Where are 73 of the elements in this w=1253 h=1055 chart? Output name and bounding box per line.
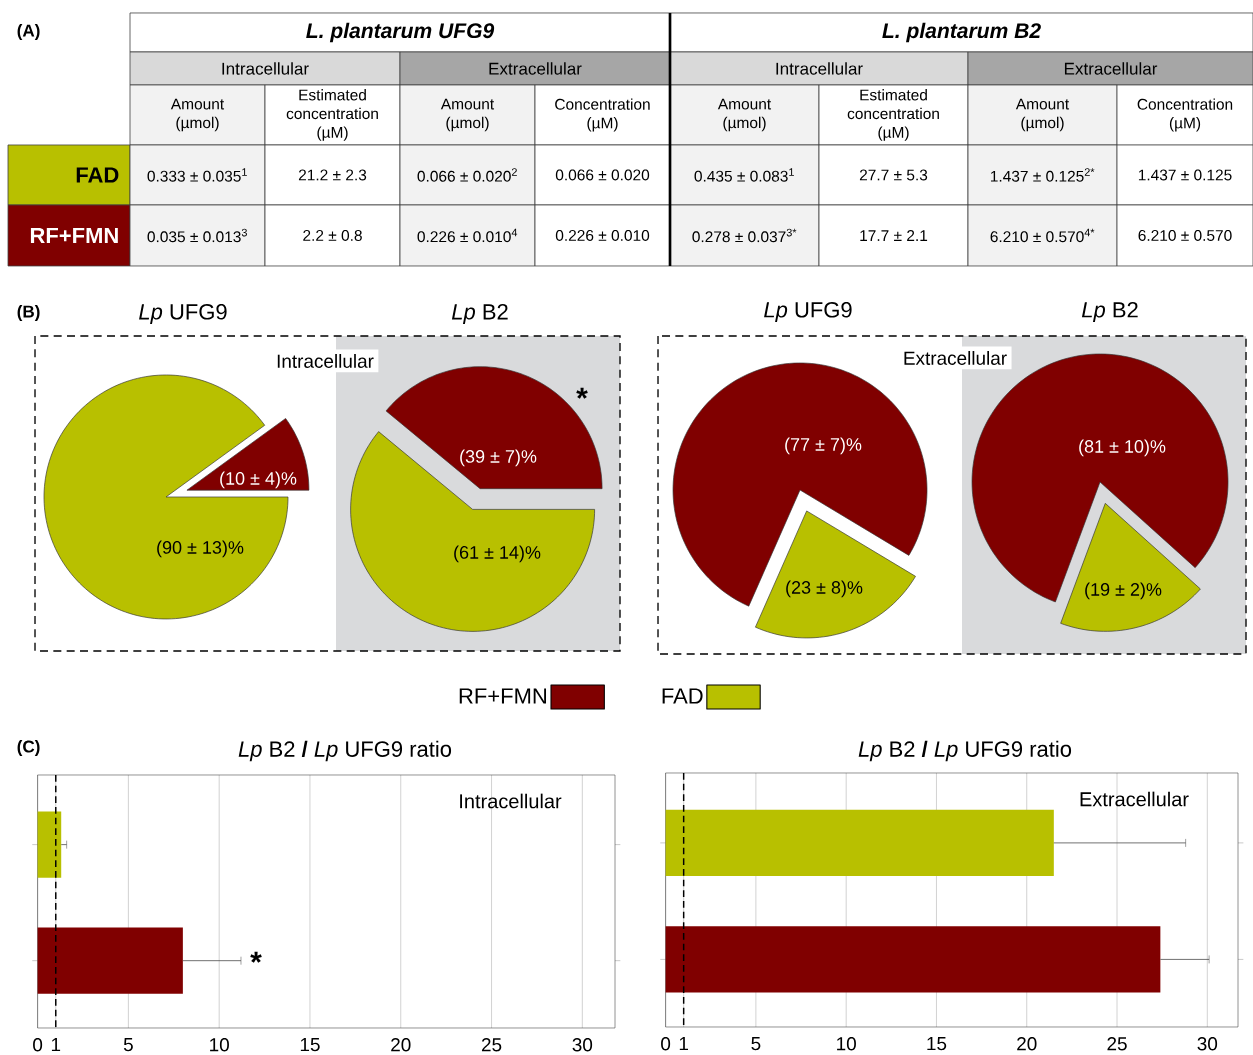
text: Concentration (µM)	[555, 98, 650, 132]
x-tick-label: 30	[1197, 1037, 1218, 1051]
text: Amount (µmol)	[170, 98, 225, 132]
text: Amount (µmol)	[1015, 98, 1070, 132]
chart-title: Lp B2	[1081, 302, 1138, 322]
text: 0.278 ± 0.037$^{3*}$	[692, 228, 797, 243]
text: FAD	[76, 167, 119, 183]
text: (B)	[17, 305, 40, 321]
text: Extracellular	[904, 351, 1007, 365]
chart-title: Lp B2 / Lp UFG9 ratio	[238, 740, 452, 762]
x-tick-label: 10	[837, 1037, 856, 1051]
chart-title: Lp B2 / Lp UFG9 ratio	[858, 740, 1072, 762]
chart-title: Lp UFG9	[764, 302, 852, 322]
text: 1.437 ± 0.125	[1138, 169, 1232, 181]
text: RF+FMN	[30, 227, 118, 244]
text: 27.7 ± 5.3	[859, 169, 928, 181]
text: 0.333 ± 0.035$^{1}$	[147, 168, 247, 182]
text: Intracellular	[222, 62, 309, 75]
text: Intracellular	[776, 62, 863, 75]
x-tick-label: 1	[51, 1038, 61, 1052]
text: (A)	[17, 24, 40, 40]
text: Estimated concentration (µM)	[286, 89, 378, 141]
text: (C)	[17, 740, 40, 756]
data-label: (61 ± 14)%	[454, 545, 541, 563]
text: 0.226 ± 0.010$^{4}$	[417, 228, 518, 243]
text: 0.066 ± 0.020	[555, 169, 650, 181]
data-label: (90 ± 13)%	[157, 540, 244, 558]
text: 0.035 ± 0.013$^{3}$	[147, 228, 247, 243]
data-label: (19 ± 2)%	[1085, 582, 1162, 600]
annotation: *	[250, 951, 262, 963]
text: *	[576, 387, 588, 399]
x-tick-label: 25	[481, 1038, 502, 1052]
annotation: Extracellular	[1080, 791, 1189, 807]
text: 21.2 ± 2.3	[298, 169, 367, 181]
text: 6.210 ± 0.570$^{4*}$	[990, 228, 1095, 243]
x-tick-label: 20	[391, 1038, 411, 1052]
text: Extracellular	[1064, 62, 1158, 75]
x-tick-label: 5	[751, 1037, 761, 1051]
x-tick-label: 0	[661, 1037, 671, 1051]
text: 6.210 ± 0.570	[1138, 230, 1232, 241]
annotation: Intracellular	[460, 793, 562, 809]
text: Extracellular	[489, 62, 582, 75]
text: Estimated concentration (µM)	[847, 89, 939, 141]
legend-label: RF+FMN	[459, 688, 547, 704]
chart-title: Lp B2	[451, 304, 508, 324]
text: 2.2 ± 0.8	[303, 230, 362, 241]
text: 0.226 ± 0.010	[555, 230, 650, 241]
legend-label: FAD	[662, 688, 703, 704]
text: 17.7 ± 2.1	[860, 230, 928, 241]
data-label: (10 ± 4)%	[220, 471, 297, 489]
text: Concentration (µM)	[1137, 98, 1233, 132]
x-tick-label: 1	[679, 1037, 688, 1051]
x-tick-label: 25	[1107, 1037, 1127, 1051]
data-label: (77 ± 7)%	[785, 437, 862, 455]
text: L. plantarum UFG9	[306, 22, 495, 43]
x-tick-label: 0	[33, 1038, 43, 1052]
data-label: (81 ± 10)%	[1079, 439, 1166, 457]
x-tick-label: 30	[572, 1038, 593, 1052]
text: 0.435 ± 0.083$^{1}$	[694, 168, 794, 182]
data-label: (23 ± 8)%	[786, 580, 863, 598]
text: Intracellular	[277, 354, 374, 368]
x-tick-label: 5	[123, 1038, 133, 1052]
data-label: (39 ± 7)%	[460, 449, 537, 467]
x-tick-label: 10	[210, 1038, 229, 1052]
x-tick-label: 15	[927, 1037, 947, 1051]
chart-title: Lp UFG9	[139, 304, 227, 324]
text: 0.066 ± 0.020$^{2}$	[417, 168, 517, 182]
x-tick-label: 20	[1017, 1037, 1037, 1051]
text: Amount (µmol)	[440, 98, 495, 132]
x-tick-label: 15	[300, 1038, 320, 1052]
text: L. plantarum B2	[882, 22, 1041, 43]
text: Amount (µmol)	[717, 98, 772, 132]
text: 1.437 ± 0.125$^{2*}$	[990, 168, 1095, 182]
